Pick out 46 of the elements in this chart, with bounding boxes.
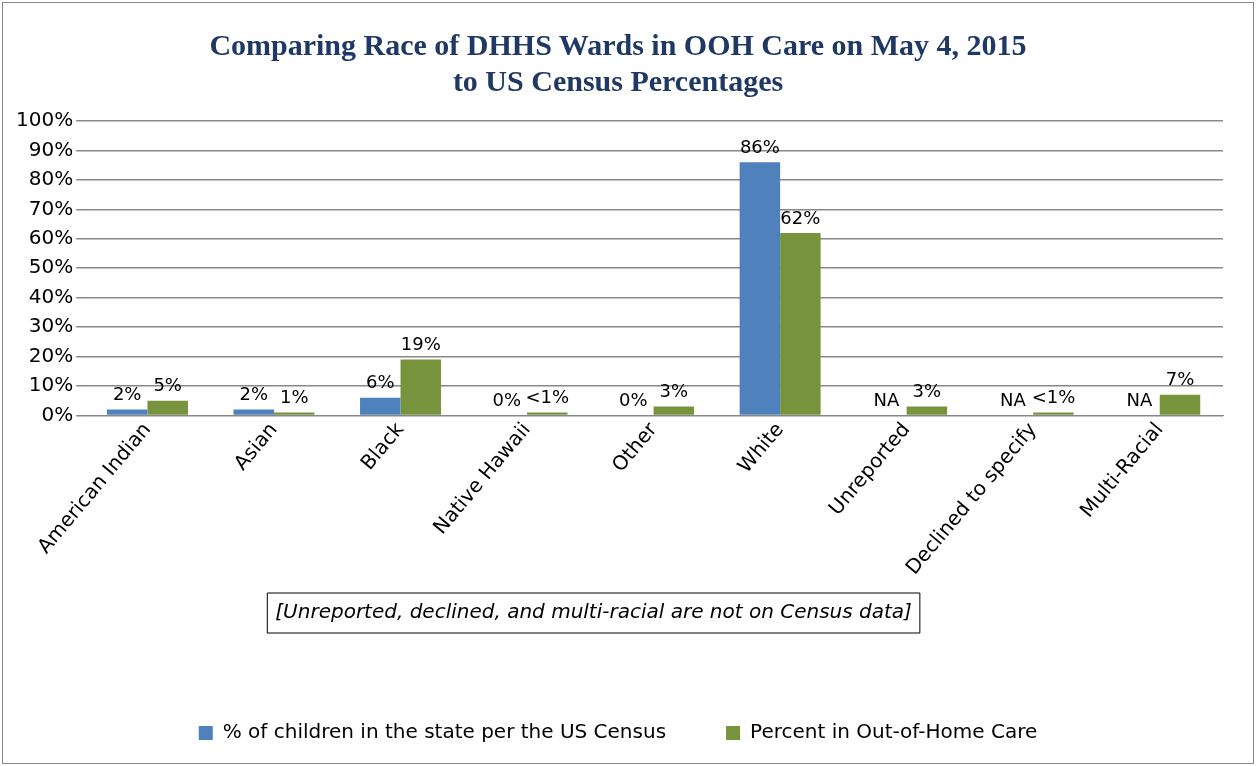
bar xyxy=(653,406,695,415)
data-label: 7% xyxy=(1165,368,1195,390)
y-tick-label: 90% xyxy=(28,136,74,161)
y-tick-label: 70% xyxy=(28,195,74,220)
data-label: 2% xyxy=(112,383,142,405)
y-tick-label: 50% xyxy=(28,254,74,279)
legend-label: Percent in Out-of-Home Care xyxy=(750,719,1038,744)
y-tick-label: 0% xyxy=(41,401,74,426)
bar xyxy=(1159,394,1201,415)
bar xyxy=(780,232,821,415)
y-tick-label: 80% xyxy=(28,166,74,191)
chart-title: Comparing Race of DHHS Wards in OOH Care on May 4, 2015 to US Census Percentages xyxy=(209,27,1027,97)
bar xyxy=(1033,412,1074,415)
text: NA xyxy=(1126,389,1153,411)
data-label: 2% xyxy=(239,383,269,405)
data-label: 0% xyxy=(492,389,522,411)
data-label: <1% xyxy=(525,386,570,408)
y-tick-label: 30% xyxy=(28,313,74,338)
y-tick-label: 40% xyxy=(28,283,74,308)
bar xyxy=(527,412,568,415)
data-label: 5% xyxy=(153,374,182,396)
data-label: <1% xyxy=(1031,386,1076,408)
bar xyxy=(273,412,315,415)
text: NA xyxy=(1000,389,1026,411)
data-label: 0% xyxy=(619,389,648,411)
data-label: 19% xyxy=(400,333,441,355)
data-label: 3% xyxy=(912,380,942,402)
y-tick-label: 10% xyxy=(28,372,74,397)
data-label: 86% xyxy=(739,135,780,157)
text: [Unreported, declined, and multi-racial are not on Census data] xyxy=(275,599,912,624)
data-label: 1% xyxy=(279,386,309,408)
y-tick-label: 60% xyxy=(28,224,74,249)
data-label: 3% xyxy=(659,380,689,402)
bar xyxy=(739,162,781,415)
bar xyxy=(400,359,442,415)
bar xyxy=(233,409,274,415)
bar xyxy=(106,409,148,415)
text: NA xyxy=(873,389,900,411)
y-tick-label: 100% xyxy=(15,107,74,132)
legend-label: % of children in the state per the US Census xyxy=(222,719,667,744)
bar xyxy=(906,406,948,415)
bar xyxy=(147,400,188,415)
bar xyxy=(360,397,401,415)
data-label: 6% xyxy=(365,371,395,393)
data-label: 62% xyxy=(780,206,821,228)
y-tick-label: 20% xyxy=(28,342,74,367)
